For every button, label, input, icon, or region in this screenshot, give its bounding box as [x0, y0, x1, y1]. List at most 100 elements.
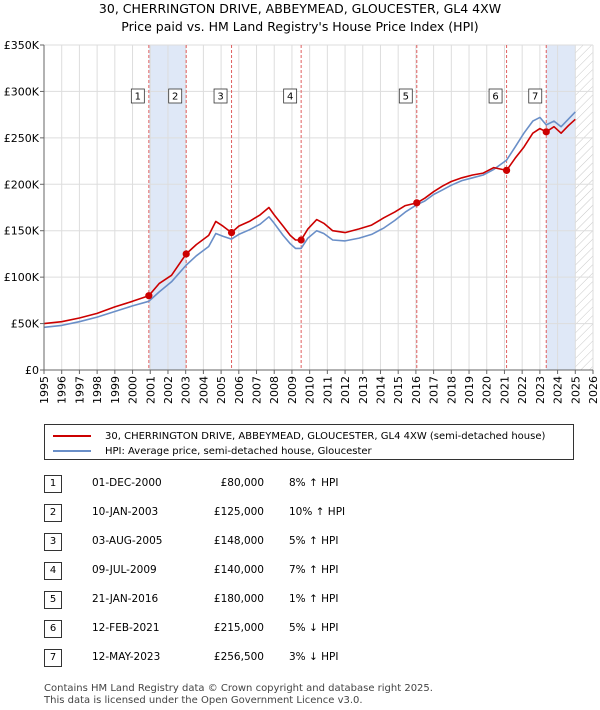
sale-row: 1 01-DEC-2000 £80,000 8% ↑ HPI: [44, 475, 584, 493]
y-tick-label: £300K: [4, 85, 40, 98]
legend-item-hpi: HPI: Average price, semi-detached house,…: [53, 444, 372, 458]
sale-hpi-delta: 1% ↑ HPI: [289, 593, 339, 605]
footer-line-licence: This data is licensed under the Open Gov…: [44, 695, 363, 706]
sale-price: £80,000: [220, 477, 264, 489]
x-tick-label: 1998: [91, 376, 104, 404]
x-tick-label: 2020: [481, 376, 494, 404]
x-tick-label: 2015: [392, 376, 405, 404]
sale-badge-box: [130, 88, 145, 104]
price-chart: 1 2 3 4 5 6 7 £0 £50K £100K £150K £200K £250K £300K £…: [4, 39, 600, 404]
sale-price: £125,000: [213, 506, 264, 518]
x-tick-label: 2012: [339, 376, 352, 404]
x-tick-label: 2009: [286, 376, 299, 404]
y-tick-label: £200K: [4, 178, 40, 191]
sale-date: 03-AUG-2005: [92, 535, 163, 547]
sale-point: [145, 292, 153, 300]
x-tick-label: 2008: [268, 376, 281, 404]
chart-title: 30, CHERRINGTON DRIVE, ABBEYMEAD, GLOUCE…: [98, 1, 502, 16]
x-tick-label: 2025: [569, 376, 582, 404]
sale-point: [542, 128, 550, 136]
footer-line-copyright: Contains HM Land Registry data © Crown c…: [44, 683, 433, 694]
sale-badge-label: 4: [287, 92, 293, 103]
sale-point: [227, 228, 236, 237]
x-tick-label: 1997: [73, 376, 86, 404]
sale-hpi-delta: 5% ↓ HPI: [289, 622, 339, 634]
sale-point: [182, 250, 190, 258]
future-hatch-area: [575, 45, 593, 370]
sale-date: 10-JAN-2003: [92, 506, 159, 518]
sale-row: 7 12-MAY-2023 £256,500 3% ↓ HPI: [44, 649, 584, 667]
x-tick-label: 2001: [144, 376, 157, 404]
x-tick-label: 2010: [304, 376, 317, 404]
sale-price: £256,500: [213, 651, 264, 663]
y-tick-label: £250K: [4, 132, 40, 145]
sale-number-badge: 5: [44, 591, 62, 609]
x-tick-label: 2023: [534, 376, 547, 404]
x-tick-label: 2026: [587, 376, 600, 404]
x-tick-label: 2021: [498, 376, 511, 404]
sale-row: 4 09-JUL-2009 £140,000 7% ↑ HPI: [44, 562, 584, 580]
y-tick-label: £350K: [4, 39, 40, 52]
legend-swatch-property: [53, 435, 91, 437]
sale-badge-label: 1: [135, 92, 141, 103]
sale-price: £215,000: [213, 622, 264, 634]
sale-number-badge: 2: [44, 504, 62, 522]
sale-price: £140,000: [213, 564, 264, 576]
sale-badge-box: [283, 88, 298, 104]
x-tick-label: 2000: [127, 376, 140, 404]
x-tick-label: 2007: [251, 376, 264, 404]
sale-row: 5 21-JAN-2016 £180,000 1% ↑ HPI: [44, 591, 584, 609]
x-tick-label: 2016: [410, 376, 423, 404]
sale-number-badge: 1: [44, 475, 62, 493]
legend-swatch-hpi: [53, 450, 91, 452]
sale-point: [297, 236, 305, 244]
sale-badge-box: [168, 88, 183, 104]
sale-date: 21-JAN-2016: [92, 593, 159, 605]
sale-row: 3 03-AUG-2005 £148,000 5% ↑ HPI: [44, 533, 584, 551]
x-tick-label: 2013: [357, 376, 370, 404]
sale-date: 09-JUL-2009: [92, 564, 157, 576]
sale-badge-label: 7: [532, 92, 538, 103]
x-tick-label: 2011: [321, 376, 334, 404]
x-tick-label: 1996: [56, 376, 69, 404]
footer-attribution: Contains HM Land Registry data © Crown c…: [44, 683, 433, 707]
chart-legend: 30, CHERRINGTON DRIVE, ABBEYMEAD, GLOUCE…: [44, 424, 574, 460]
x-tick-label: 2002: [162, 376, 175, 404]
sale-date: 12-FEB-2021: [92, 622, 160, 634]
x-tick-label: 2019: [463, 376, 476, 404]
sale-number-badge: 3: [44, 533, 62, 551]
legend-label-property: 30, CHERRINGTON DRIVE, ABBEYMEAD, GLOUCE…: [105, 430, 546, 442]
sale-hpi-delta: 7% ↑ HPI: [289, 564, 339, 576]
y-tick-label: £100K: [4, 271, 40, 284]
sale-price: £180,000: [213, 593, 264, 605]
property-price-line: [43, 118, 576, 325]
sale-point: [413, 199, 421, 207]
legend-item-property: 30, CHERRINGTON DRIVE, ABBEYMEAD, GLOUCE…: [53, 429, 545, 443]
x-tick-label: 1995: [38, 376, 51, 404]
legend-label-hpi: HPI: Average price, semi-detached house,…: [105, 445, 372, 457]
sale-date: 01-DEC-2000: [92, 477, 162, 489]
x-tick-label: 2005: [215, 376, 228, 404]
shaded-span: [546, 45, 576, 370]
sale-hpi-delta: 10% ↑ HPI: [289, 506, 346, 518]
sale-number-badge: 4: [44, 562, 62, 580]
sale-number-badge: 6: [44, 620, 62, 638]
chart-subtitle: Price paid vs. HM Land Registry's House …: [121, 19, 479, 34]
sale-hpi-delta: 3% ↓ HPI: [289, 651, 339, 663]
x-tick-label: 2004: [197, 376, 210, 404]
y-tick-label: £0: [25, 364, 39, 377]
x-tick-label: 2018: [445, 376, 458, 404]
sale-badge-box: [213, 88, 228, 104]
sale-badge-label: 5: [403, 92, 409, 103]
x-tick-label: 2003: [180, 376, 193, 404]
sale-badge-label: 2: [172, 92, 178, 103]
sale-row: 6 12-FEB-2021 £215,000 5% ↓ HPI: [44, 620, 584, 638]
sale-badge-box: [398, 88, 413, 104]
x-tick-label: 2006: [233, 376, 246, 404]
sale-hpi-delta: 5% ↑ HPI: [289, 535, 339, 547]
y-tick-label: £150K: [4, 225, 40, 238]
x-tick-label: 2024: [552, 376, 565, 404]
y-tick-label: £50K: [11, 318, 40, 331]
sale-number-badge: 7: [44, 649, 62, 667]
sale-row: 2 10-JAN-2003 £125,000 10% ↑ HPI: [44, 504, 584, 522]
